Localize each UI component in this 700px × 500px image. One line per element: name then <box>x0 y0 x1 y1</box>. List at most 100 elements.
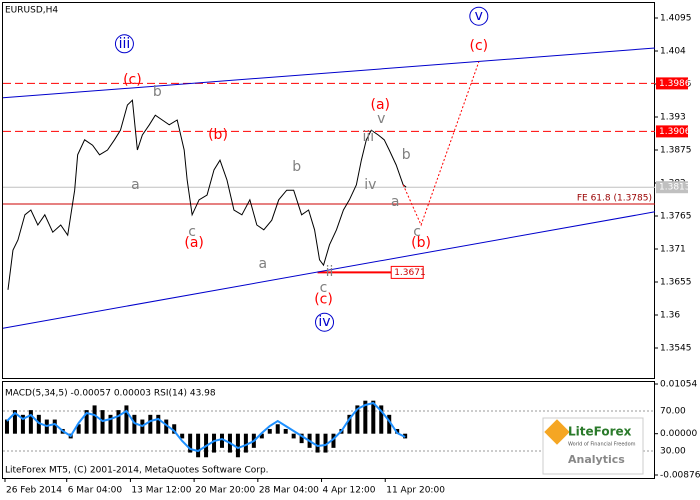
level-label: 1.3986 <box>659 79 691 89</box>
x-tick-label: 11 Apr 20:00 <box>386 486 445 496</box>
histogram-bar <box>124 405 129 434</box>
y-tick-label: 1.393 <box>660 113 686 123</box>
histogram-bar <box>235 433 240 458</box>
level-box <box>656 125 688 138</box>
level-label: 1.3906 <box>659 127 691 137</box>
wave-label: a <box>131 177 140 193</box>
annotation-circle <box>114 34 134 54</box>
y-tick-label: 1.3655 <box>660 278 692 288</box>
histogram-bar <box>267 428 272 434</box>
histogram-bar <box>12 410 17 434</box>
y-tick-label: -0.00876 <box>660 471 700 481</box>
histogram-bar <box>28 410 33 434</box>
logo-tagline: World of Financial Freedom <box>568 442 636 448</box>
histogram-bar <box>315 433 320 453</box>
wave-label: (a) <box>371 97 391 113</box>
histogram-bar <box>212 433 217 453</box>
main-frame <box>2 2 655 379</box>
price-line <box>7 99 407 290</box>
y-tick-label: 1.3545 <box>660 344 692 354</box>
histogram-bar <box>156 414 161 434</box>
logo-icon <box>544 419 570 445</box>
histogram-bar <box>275 424 280 434</box>
wave-label: iv <box>318 314 330 330</box>
y-tick-label: 1.4095 <box>660 14 692 24</box>
histogram-bar <box>172 424 177 434</box>
histogram-bar <box>76 424 81 434</box>
x-tick-label: 4 Apr 12:00 <box>323 486 376 496</box>
x-tick-label: 13 Mar 12:00 <box>131 486 191 496</box>
histogram-bar <box>92 405 97 434</box>
y-tick-label: 1.404 <box>660 47 686 57</box>
wave-label: b <box>292 159 301 175</box>
annotation-circle <box>315 312 335 332</box>
histogram-bar <box>219 433 224 448</box>
y-tick-label: 1.3875 <box>660 146 692 156</box>
histogram-bar <box>259 433 264 439</box>
level-label: 1.3671 <box>394 268 426 278</box>
level-box <box>656 77 688 90</box>
histogram-bar <box>243 433 248 453</box>
trend-line <box>2 211 656 329</box>
indicator-title: MACD(5,34,5) -0.00057 0.00003 RSI(14) 43… <box>5 389 216 399</box>
y-tick-label: 0.00000 <box>660 429 697 439</box>
histogram-bar <box>323 433 328 453</box>
histogram-bar <box>116 410 121 434</box>
trend-line <box>2 47 656 99</box>
y-tick-label: 1.371 <box>660 245 686 255</box>
wave-label: (a) <box>184 235 204 251</box>
x-tick-label: 28 Mar 04:00 <box>259 486 319 496</box>
histogram-bar <box>196 433 201 458</box>
histogram-bar <box>108 414 113 434</box>
y-tick-label: 1.3765 <box>660 212 692 222</box>
histogram-bar <box>347 414 352 434</box>
level-text: FE 61.8 (1.3785) <box>577 194 652 204</box>
y-tick-label: 0.01054 <box>660 380 697 390</box>
x-tick-label: 6 Mar 04:00 <box>68 486 123 496</box>
histogram-bar <box>299 433 304 444</box>
histogram-bar <box>371 400 376 434</box>
wave-label: v <box>475 8 483 24</box>
x-tick-label: 20 Mar 20:00 <box>195 486 255 496</box>
footer: LiteForex MT5, (C) 2001-2014, MetaQuotes… <box>5 466 269 476</box>
wave-label: c <box>320 280 328 296</box>
chart-title: EURUSD,H4 <box>5 6 58 16</box>
histogram-bar <box>36 414 41 434</box>
wave-label: a <box>259 256 268 272</box>
histogram-bar <box>379 405 384 434</box>
logo: LiteForex World of Financial Freedom Ana… <box>542 417 644 475</box>
wave-label: a <box>391 194 400 210</box>
indicator-line <box>6 401 406 453</box>
wave-label: iii <box>362 129 374 145</box>
histogram-bar <box>84 410 89 434</box>
wave-label: c <box>188 224 196 240</box>
wave-label: v <box>377 111 385 127</box>
histogram-bar <box>291 433 296 439</box>
wave-label: iii <box>119 36 131 52</box>
forecast-line <box>402 61 480 227</box>
histogram-bar <box>180 433 185 439</box>
histogram-bar <box>188 433 193 453</box>
histogram-bar <box>387 414 392 434</box>
level-box <box>390 265 424 279</box>
logo-subtitle: Analytics <box>568 453 625 466</box>
histogram-bar <box>132 414 137 434</box>
y2-tick-label: 30.00 <box>660 447 686 457</box>
indicator-frame <box>2 381 655 479</box>
wave-label: (c) <box>123 72 142 88</box>
wave-label: iv <box>364 177 376 193</box>
y2-tick-label: 70.00 <box>660 407 686 417</box>
histogram-bar <box>164 419 169 434</box>
annotation-circle <box>469 6 489 26</box>
histogram-bar <box>283 428 288 434</box>
logo-name: LiteForex <box>568 425 632 439</box>
histogram-bar <box>363 400 368 434</box>
histogram-bar <box>20 414 25 434</box>
histogram-bar <box>331 433 336 448</box>
wave-label: ii <box>326 264 334 280</box>
histogram-bar <box>4 419 9 434</box>
level-label: 1.3813 <box>659 183 691 193</box>
wave-label: b <box>153 84 162 100</box>
histogram-bar <box>355 405 360 434</box>
wave-label: (c) <box>469 38 488 54</box>
